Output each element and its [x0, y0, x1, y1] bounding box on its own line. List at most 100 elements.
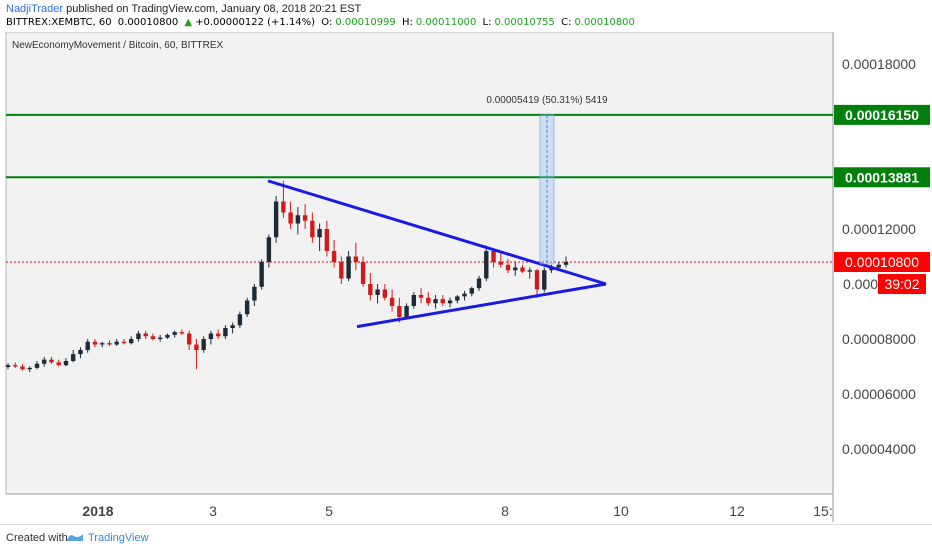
candle-body [433, 299, 438, 304]
candle-body [157, 337, 163, 339]
candle-body [462, 293, 467, 297]
price-level-badge [834, 167, 930, 188]
x-tick-label: 2018 [82, 503, 113, 519]
high-value: 0.00011000 [415, 17, 477, 28]
candle-body [281, 201, 286, 213]
publication-header: NadjiTrader published on TradingView.com… [0, 0, 932, 32]
measurement-label: 0.00005419 (50.31%) 5419 [486, 95, 608, 106]
candle-body [556, 264, 561, 268]
candle-body [520, 267, 525, 272]
x-tick-label: 10 [613, 503, 629, 519]
tradingview-brand[interactable]: TradingView [88, 532, 149, 544]
candle-body [542, 270, 547, 290]
candle-body [440, 299, 446, 304]
publication-info: NadjiTrader published on TradingView.com… [6, 3, 361, 15]
current-price-badge [834, 252, 930, 272]
candle-body [78, 350, 83, 355]
candle-body [513, 267, 518, 271]
candle-body [527, 270, 532, 272]
candle-body [128, 339, 134, 344]
open-label: O: [321, 17, 333, 28]
candle-body [143, 333, 148, 337]
candle-body [107, 343, 112, 345]
candle-body [49, 359, 54, 363]
price-chart[interactable]: NewEconomyMovement / Bitcoin, 60, BITTRE… [0, 31, 932, 522]
candle-body [505, 264, 511, 271]
triangle-lower-trendline [356, 282, 607, 329]
tradingview-logo-icon [67, 534, 83, 541]
candle-body [310, 220, 315, 238]
candle-body [63, 361, 69, 366]
candle-body [411, 295, 417, 306]
up-arrow-icon: ▲ [184, 17, 193, 28]
candle-body [121, 341, 127, 344]
candle-body [13, 365, 18, 367]
low-value: 0.00010755 [494, 17, 555, 28]
candle-body [201, 339, 206, 350]
candle-body [404, 306, 409, 317]
candle-body [179, 332, 185, 334]
candle-body [20, 366, 25, 370]
candle-body [368, 284, 373, 295]
candle-body [397, 306, 402, 317]
candle-body [27, 367, 32, 370]
y-tick-label: 0.00006000 [842, 386, 916, 402]
candle-body [339, 262, 344, 279]
candle-body [302, 215, 308, 221]
candle-body [230, 325, 235, 328]
x-tick-label: 8 [501, 503, 509, 519]
open-value: 0.00010999 [335, 17, 396, 28]
y-tick-label: 0.00018000 [842, 56, 916, 72]
close-value: 0.00010800 [574, 17, 635, 28]
plot-background [5, 31, 834, 495]
candle-body [353, 256, 359, 262]
candle-body [324, 229, 330, 251]
author-link[interactable]: NadjiTrader [6, 3, 64, 15]
candle-body [42, 359, 47, 364]
candle-body [375, 289, 380, 295]
publication-text: published on TradingView.com, January 08… [63, 3, 362, 15]
y-tick-label: 0.00012000 [842, 221, 916, 237]
candle-body [273, 201, 279, 238]
candle-body [455, 296, 460, 301]
y-tick-label: 0.00004000 [842, 441, 916, 457]
candle-body [534, 270, 540, 290]
candle-body [5, 365, 11, 368]
candle-body [331, 251, 337, 262]
symbol-ohlc-line: BITTREX:XEMBTC, 60 0.00010800 ▲ +0.000001… [6, 17, 638, 28]
candle-body [484, 251, 489, 279]
chart-area[interactable]: NewEconomyMovement / Bitcoin, 60, BITTRE… [0, 31, 932, 522]
candle-body [360, 262, 366, 284]
candle-body [100, 343, 105, 345]
candle-body [136, 333, 141, 339]
candle-body [237, 314, 243, 326]
candle-body [56, 362, 61, 366]
candle-body [114, 341, 119, 345]
x-tick-label: 5 [325, 503, 333, 519]
symbol-label: BITTREX:XEMBTC, 60 [6, 17, 112, 28]
close-label: C: [561, 17, 572, 28]
candle-body [215, 333, 221, 337]
price-level-label: 0.00013881 [845, 169, 919, 185]
candle-body [165, 334, 170, 338]
price-level-label: 0.00016150 [845, 107, 919, 123]
candle-body [266, 237, 272, 262]
price-change: +0.00000122 (+1.14%) [195, 17, 316, 28]
candle-body [426, 297, 431, 304]
candle-body [389, 297, 395, 306]
candle-body [447, 300, 453, 304]
candle-body [288, 212, 293, 224]
candle-body [244, 300, 250, 315]
candle-body [418, 295, 424, 298]
current-price-label: 0.00010800 [845, 254, 919, 270]
candle-body [208, 333, 214, 339]
candle-body [92, 341, 98, 345]
candle-body [172, 332, 177, 335]
triangle-upper-trendline [267, 179, 607, 286]
candle-body [252, 286, 257, 301]
x-tick-label: 12 [729, 503, 745, 519]
candle-body [34, 363, 40, 368]
created-with-label: Created with [6, 532, 68, 544]
candle-body [194, 344, 199, 350]
candle-body [186, 333, 192, 345]
